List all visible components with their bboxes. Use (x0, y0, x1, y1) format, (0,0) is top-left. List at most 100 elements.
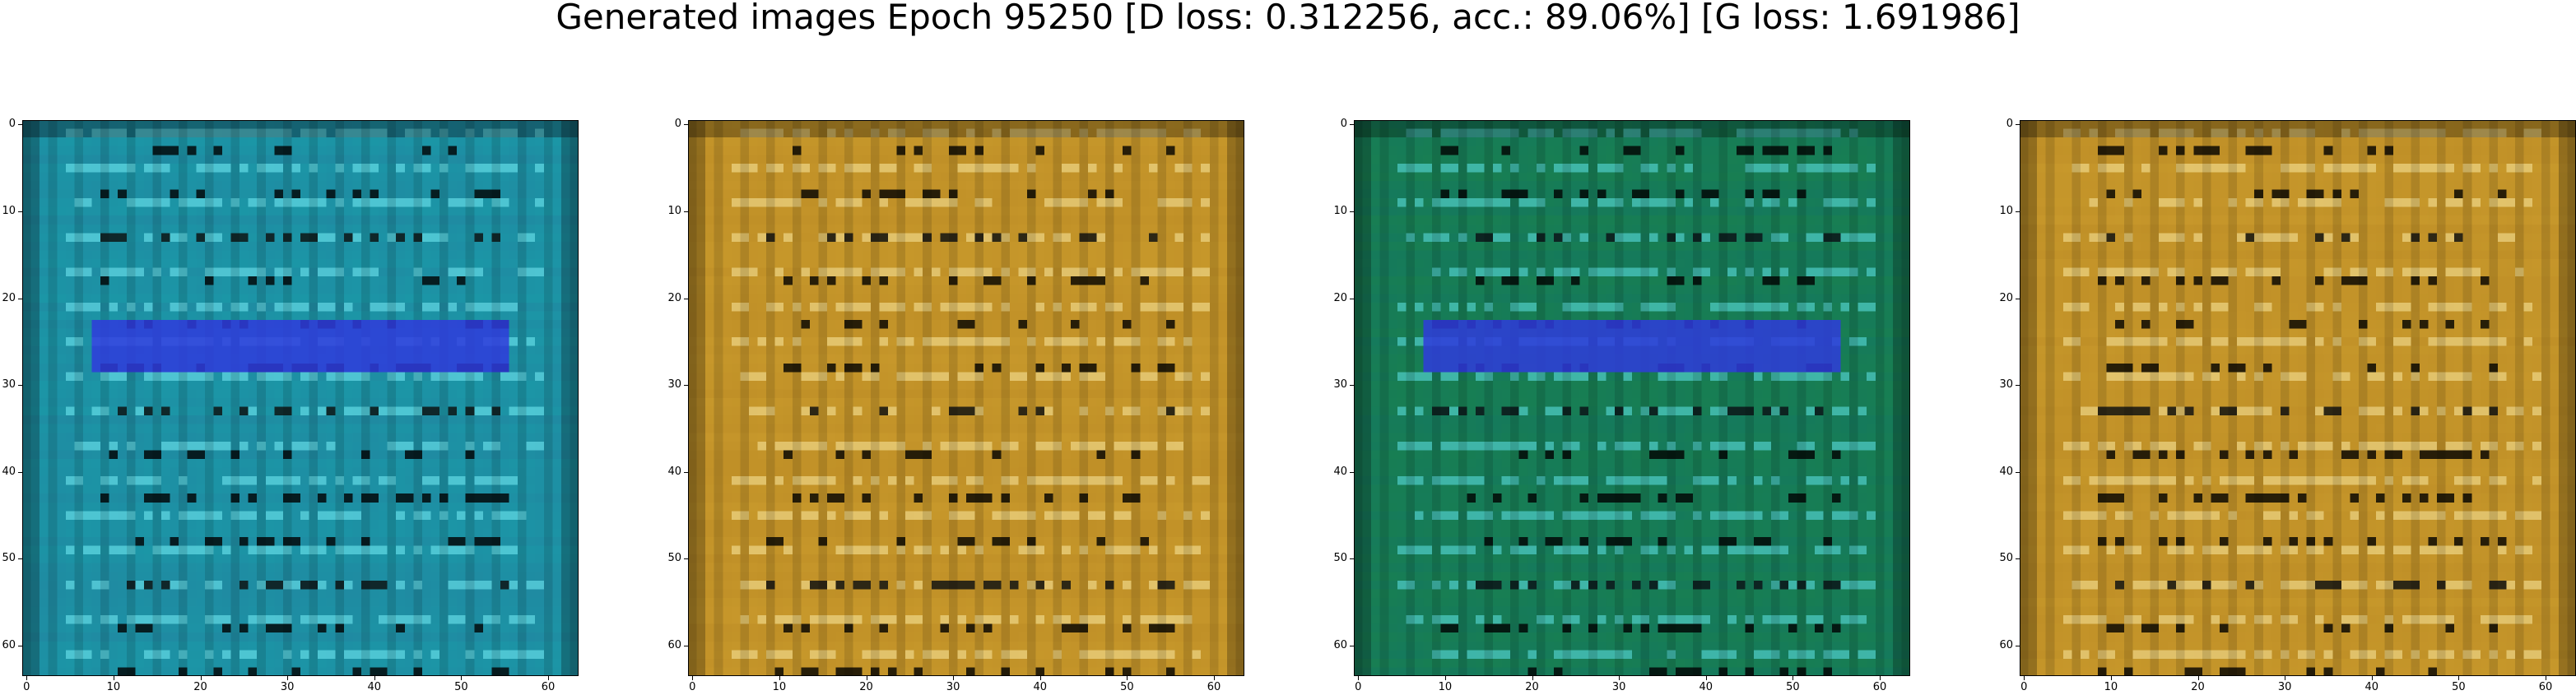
y-tick-label: 20 (1999, 291, 2013, 304)
x-tick-label: 30 (2277, 681, 2292, 693)
generated-image-panel-4: 0 10 20 30 40 50 60 0 10 20 30 40 50 60 (1999, 118, 2576, 693)
x-tick-mark (1444, 676, 1446, 680)
y-tick-mark (684, 211, 688, 212)
y-tick-label: 30 (1999, 378, 2013, 392)
y-tick-label: 60 (1999, 639, 2013, 652)
x-tick-label: 20 (193, 681, 207, 693)
x-tick-label: 30 (280, 681, 295, 693)
y-tick-label: 50 (667, 552, 681, 565)
x-tick-label: 0 (1355, 681, 1362, 693)
x-tick-label: 20 (1525, 681, 1539, 693)
y-tick-label: 40 (1999, 465, 2013, 478)
y-tick-mark (2016, 385, 2020, 387)
x-tick-mark (1358, 676, 1360, 680)
y-tick-label: 30 (2, 378, 16, 392)
y-tick-mark (1350, 385, 1354, 387)
y-tick-mark (18, 124, 22, 126)
y-tick-mark (684, 471, 688, 473)
x-tick-mark (779, 676, 780, 680)
y-tick-label: 40 (1333, 465, 1347, 478)
y-tick-label: 60 (2, 639, 16, 652)
y-tick-mark (684, 385, 688, 387)
y-tick-mark (684, 124, 688, 126)
x-tick-mark (2110, 676, 2112, 680)
y-tick-label: 50 (1333, 552, 1347, 565)
y-tick-label: 10 (2, 204, 16, 217)
x-tick-label: 10 (106, 681, 121, 693)
x-tick-label: 0 (2020, 681, 2028, 693)
y-tick-mark (18, 558, 22, 560)
y-tick-label: 30 (667, 378, 681, 392)
y-tick-label: 60 (667, 639, 681, 652)
x-tick-label: 20 (2191, 681, 2205, 693)
y-tick-mark (1350, 124, 1354, 126)
y-tick-mark (18, 385, 22, 387)
x-tick-label: 30 (1611, 681, 1626, 693)
x-tick-mark (2458, 676, 2460, 680)
y-tick-mark (2016, 124, 2020, 126)
y-tick-label: 10 (1333, 204, 1347, 217)
y-tick-label: 10 (667, 204, 681, 217)
generated-image-2 (688, 120, 1244, 676)
y-tick-mark (1350, 211, 1354, 212)
y-tick-label: 0 (674, 118, 681, 131)
y-tick-mark (1350, 471, 1354, 473)
x-tick-label: 10 (772, 681, 787, 693)
x-tick-label: 40 (367, 681, 382, 693)
x-tick-mark (200, 676, 202, 680)
y-tick-mark (18, 471, 22, 473)
x-tick-mark (287, 676, 289, 680)
x-tick-mark (1214, 676, 1216, 680)
x-tick-mark (953, 676, 955, 680)
x-tick-label: 0 (23, 681, 30, 693)
x-tick-label: 0 (689, 681, 696, 693)
x-tick-label: 60 (2538, 681, 2553, 693)
x-tick-mark (2197, 676, 2199, 680)
y-tick-label: 0 (1340, 118, 1347, 131)
generated-image-4 (2020, 120, 2576, 676)
x-tick-label: 50 (1786, 681, 1800, 693)
y-tick-label: 40 (2, 465, 16, 478)
y-tick-label: 50 (2, 552, 16, 565)
x-tick-mark (1039, 676, 1041, 680)
x-tick-mark (2024, 676, 2025, 680)
x-tick-label: 10 (1438, 681, 1453, 693)
x-tick-mark (2371, 676, 2373, 680)
x-tick-mark (548, 676, 550, 680)
y-tick-mark (2016, 471, 2020, 473)
x-tick-label: 40 (1699, 681, 1713, 693)
x-tick-mark (374, 676, 375, 680)
x-tick-mark (1127, 676, 1128, 680)
generated-image-1 (22, 120, 579, 676)
y-tick-label: 20 (1333, 291, 1347, 304)
figure-title: Generated images Epoch 95250 [D loss: 0.… (556, 0, 2020, 37)
y-tick-mark (2016, 211, 2020, 212)
x-tick-mark (1532, 676, 1533, 680)
y-tick-label: 0 (2006, 118, 2013, 131)
y-tick-mark (1350, 558, 1354, 560)
x-tick-label: 20 (859, 681, 873, 693)
generated-image-panel-2: 0 10 20 30 40 50 60 0 10 20 30 40 50 60 (667, 118, 1244, 693)
x-tick-label: 60 (541, 681, 556, 693)
x-tick-label: 50 (1120, 681, 1134, 693)
y-tick-label: 20 (667, 291, 681, 304)
x-tick-mark (692, 676, 694, 680)
generated-image-3 (1354, 120, 1910, 676)
x-tick-label: 40 (1033, 681, 1048, 693)
x-tick-label: 50 (2452, 681, 2466, 693)
x-tick-label: 10 (2104, 681, 2118, 693)
y-tick-label: 20 (2, 291, 16, 304)
x-tick-mark (26, 676, 28, 680)
x-tick-mark (1705, 676, 1707, 680)
x-tick-mark (1880, 676, 1881, 680)
x-tick-label: 60 (1207, 681, 1221, 693)
x-tick-label: 40 (2364, 681, 2379, 693)
y-tick-label: 50 (1999, 552, 2013, 565)
y-tick-label: 0 (8, 118, 16, 131)
y-tick-mark (18, 211, 22, 212)
x-tick-mark (1619, 676, 1620, 680)
y-tick-label: 10 (1999, 204, 2013, 217)
y-tick-label: 60 (1333, 639, 1347, 652)
y-tick-mark (2016, 558, 2020, 560)
y-tick-label: 40 (667, 465, 681, 478)
